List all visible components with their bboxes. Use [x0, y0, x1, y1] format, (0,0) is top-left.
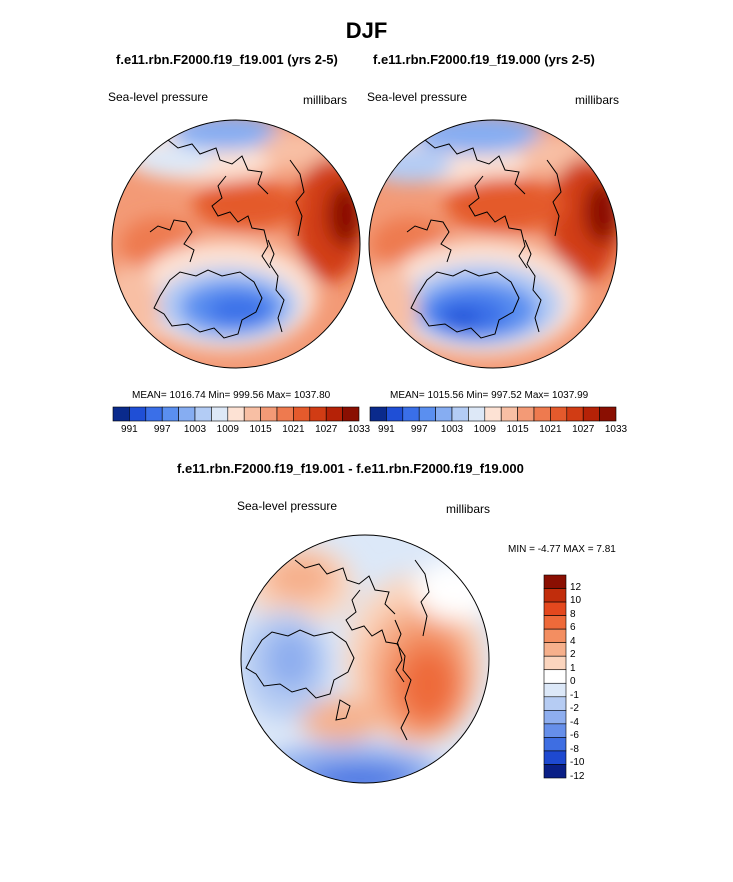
colorbar-1-tick-label: 997: [153, 424, 171, 435]
colorbar-3-tick-label: 12: [570, 581, 582, 593]
colorbar-3-tick-label: -12: [570, 771, 585, 782]
panel-1-map-border: [111, 119, 361, 369]
panel-2-units-label: millibars: [575, 93, 620, 107]
colorbar-2-swatch: [386, 406, 404, 422]
colorbar-1-swatch: [342, 406, 360, 422]
colorbar-1-swatch: [145, 406, 163, 422]
panel-2-map-border: [368, 119, 618, 369]
colorbar-3-tick-label: -4: [570, 716, 579, 728]
colorbar-1-swatch: [276, 406, 294, 422]
colorbar-3-swatch: [543, 601, 567, 616]
colorbar-2-swatch: [468, 406, 486, 422]
panel-1-stats: MEAN= 1016.74 Min= 999.56 Max= 1037.80: [132, 390, 331, 401]
colorbar-3-tick-label: 4: [570, 635, 576, 647]
colorbar-3-tick-label: -8: [570, 743, 579, 755]
colorbar-3-tick-label: 10: [570, 595, 582, 607]
panel-2-stats: MEAN= 1015.56 Min= 997.52 Max= 1037.99: [390, 390, 589, 401]
colorbar-1-tick-label: 1033: [347, 424, 371, 435]
figure-title: DJF: [345, 18, 388, 43]
panel-2-title: f.e11.rbn.F2000.f19_f19.000 (yrs 2-5): [373, 52, 595, 67]
colorbar-1-swatch: [211, 406, 229, 422]
colorbar-2-swatch: [517, 406, 535, 422]
colorbar-3-swatch: [543, 655, 567, 671]
colorbar-2-swatch: [599, 406, 617, 422]
colorbar-3-tick-label: 0: [570, 676, 576, 688]
colorbar-3-swatch: [543, 682, 567, 698]
colorbar-2-swatch: [533, 406, 551, 422]
colorbar-3-swatch: [543, 710, 567, 725]
colorbar-2-tick-label: 1027: [572, 424, 595, 435]
panel-1-map: [111, 119, 361, 369]
colorbar-1-tick-label: 1003: [183, 424, 207, 435]
colorbar-2: [369, 406, 617, 422]
colorbar-2-tick-label: 1033: [604, 424, 628, 435]
panel-2-map: [368, 119, 618, 369]
colorbar-1-tick-label: 991: [121, 424, 138, 435]
panel-2-variable-label: Sea-level pressure: [367, 90, 468, 104]
colorbar-2-tick-label: 1021: [539, 424, 562, 435]
colorbar-3-tick-label: 6: [570, 622, 576, 634]
colorbar-2-swatch: [500, 406, 518, 422]
colorbar-1-swatch: [129, 406, 147, 422]
colorbar-1-swatch: [243, 406, 261, 422]
colorbar-1-tick-label: 1021: [282, 424, 305, 435]
colorbar-1-swatch: [309, 406, 327, 422]
colorbar-1-swatch: [161, 406, 179, 422]
colorbar-1-swatch: [227, 406, 245, 422]
colorbar-3-swatch: [543, 642, 567, 657]
colorbar-3-swatch: [543, 737, 567, 752]
colorbar-3-tick-label: -2: [570, 703, 579, 715]
panel-3-map-border: [240, 534, 490, 784]
colorbar-1-swatch: [112, 406, 130, 422]
colorbar-3-swatch: [543, 574, 567, 589]
colorbar-2-swatch: [418, 406, 436, 422]
colorbar-1-tick-label: 1009: [216, 424, 239, 435]
colorbar-3-tick-label: -1: [570, 689, 579, 701]
colorbar-2-swatch: [435, 406, 453, 422]
colorbar-1-tick-label: 1015: [249, 424, 272, 435]
panel-1-variable-label: Sea-level pressure: [108, 90, 209, 104]
colorbar-1: [112, 406, 360, 422]
colorbar-2-swatch: [451, 406, 469, 422]
colorbar-3-tick-label: 8: [570, 608, 576, 620]
panel-1-title: f.e11.rbn.F2000.f19_f19.001 (yrs 2-5): [116, 52, 338, 67]
panel-3-title: f.e11.rbn.F2000.f19_f19.001 - f.e11.rbn.…: [177, 461, 524, 476]
colorbar-2-swatch: [582, 406, 600, 422]
colorbar-2-swatch: [484, 406, 502, 422]
colorbar-1-swatch: [325, 406, 343, 422]
colorbar-2-tick-label: 1015: [506, 424, 529, 435]
colorbar-3-swatch: [543, 750, 567, 765]
colorbar-3-tick-label: -6: [570, 730, 579, 742]
colorbar-3-swatch: [543, 615, 567, 630]
colorbar-2-tick-label: 997: [410, 424, 428, 435]
panel-3-variable-label: Sea-level pressure: [237, 499, 338, 513]
colorbar-2-tick-label: 991: [378, 424, 395, 435]
panel-3-units-label: millibars: [446, 502, 491, 516]
colorbar-2-swatch: [550, 406, 568, 422]
colorbar-3-swatch: [543, 764, 567, 779]
colorbar-3-swatch: [543, 696, 567, 711]
colorbar-1-swatch: [260, 406, 278, 422]
colorbar-3-swatch: [543, 588, 567, 603]
colorbar-2-swatch: [369, 406, 387, 422]
colorbar-2-swatch: [566, 406, 584, 422]
colorbar-1-tick-label: 1027: [315, 424, 338, 435]
colorbar-3-tick-label: 1: [570, 662, 576, 674]
colorbar-2-tick-label: 1009: [473, 424, 496, 435]
colorbar-2-tick-label: 1003: [440, 424, 464, 435]
panel-1-units-label: millibars: [303, 93, 348, 107]
panel-3-map: [240, 534, 490, 784]
colorbar-1-swatch: [178, 406, 196, 422]
colorbar-3-swatch: [543, 628, 567, 643]
colorbar-1-swatch: [194, 406, 212, 422]
panel-3-stats: MIN = -4.77 MAX = 7.81: [508, 544, 616, 555]
colorbar-3-tick-label: 2: [570, 649, 576, 661]
colorbar-1-swatch: [293, 406, 311, 422]
colorbar-3: [543, 574, 567, 779]
colorbar-3-tick-label: -10: [570, 757, 585, 769]
colorbar-3-swatch: [543, 669, 567, 684]
colorbar-3-swatch: [543, 723, 567, 738]
colorbar-2-swatch: [402, 406, 420, 422]
